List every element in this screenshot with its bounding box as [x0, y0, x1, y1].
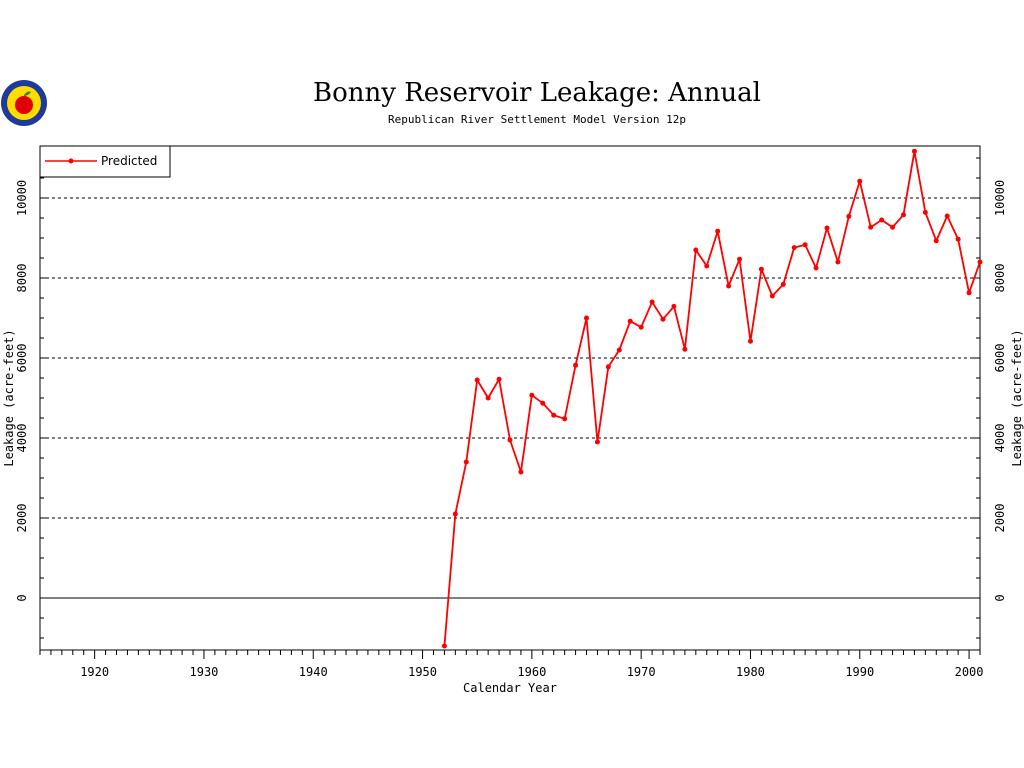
series-line — [443, 150, 981, 647]
x-tick-label: 1990 — [845, 665, 874, 679]
y-tick-label-right: 2000 — [993, 504, 1007, 533]
data-point — [780, 281, 786, 287]
data-point — [890, 224, 896, 230]
y-tick-label-left: 4000 — [15, 424, 29, 453]
series-predicted — [441, 148, 983, 649]
data-point — [835, 259, 841, 265]
data-point — [605, 364, 611, 370]
data-point — [507, 437, 513, 443]
data-point — [627, 318, 633, 324]
plot-frame — [39, 145, 981, 651]
data-point — [769, 293, 775, 299]
data-point — [682, 346, 688, 352]
data-point — [594, 439, 600, 445]
tick-labels: 1920 1930 1940 1950 1960 1970 1980 1990 2000 0 0 20… — [15, 180, 1007, 679]
legend: Predicted — [39, 145, 171, 178]
data-point — [551, 412, 557, 418]
data-point — [758, 266, 764, 272]
y-tick-label-right: 0 — [993, 594, 1007, 601]
data-point — [726, 283, 732, 289]
data-point — [813, 265, 819, 271]
data-point — [824, 225, 830, 231]
data-point — [485, 395, 491, 401]
y-axis-label-right: Leakage (acre-feet) — [1010, 329, 1024, 466]
data-point — [496, 376, 502, 382]
data-point — [540, 400, 546, 406]
legend-label-predicted: Predicted — [101, 154, 157, 168]
y-tick-label-left: 8000 — [15, 264, 29, 293]
data-point — [900, 212, 906, 218]
y-tick-label-left: 6000 — [15, 344, 29, 373]
data-point — [911, 148, 917, 154]
data-point — [649, 299, 655, 305]
data-point — [966, 290, 972, 296]
y-axis-label-left: Leakage (acre-feet) — [2, 329, 16, 466]
y-tick-label-right: 4000 — [993, 424, 1007, 453]
leaf-icon — [24, 91, 31, 96]
data-point — [616, 347, 622, 353]
data-point — [518, 469, 524, 475]
data-point — [584, 315, 590, 321]
data-point — [529, 392, 535, 398]
data-point — [441, 643, 447, 649]
data-point — [737, 256, 743, 262]
x-tick-label: 1960 — [517, 665, 546, 679]
y-tick-label-right: 6000 — [993, 344, 1007, 373]
chart-title: Bonny Reservoir Leakage: Annual — [313, 78, 761, 108]
data-point — [660, 316, 666, 322]
data-point — [955, 236, 961, 242]
x-tick-label: 1940 — [299, 665, 328, 679]
data-point — [933, 238, 939, 244]
y-tick-label-left: 0 — [15, 594, 29, 601]
data-point — [857, 178, 863, 184]
data-point — [802, 242, 808, 248]
x-axis-label: Calendar Year — [463, 681, 557, 695]
x-tick-label: 1980 — [736, 665, 765, 679]
apple-icon — [15, 96, 33, 114]
data-point — [944, 213, 950, 219]
x-tick-label: 1950 — [408, 665, 437, 679]
data-point — [868, 224, 874, 230]
y-tick-label-left: 10000 — [15, 180, 29, 216]
x-tick-label: 1970 — [627, 665, 656, 679]
data-point — [452, 511, 458, 517]
legend-marker — [68, 158, 74, 164]
data-point — [879, 217, 885, 223]
data-point — [562, 416, 568, 422]
y-tick-label-right: 10000 — [993, 180, 1007, 216]
data-point — [715, 228, 721, 234]
data-point — [693, 247, 699, 253]
data-point — [977, 259, 983, 265]
data-point — [791, 245, 797, 251]
data-point — [922, 209, 928, 215]
data-point — [846, 213, 852, 219]
y-tick-label-right: 8000 — [993, 264, 1007, 293]
data-point — [747, 338, 753, 344]
axis-ticks — [39, 157, 981, 659]
data-point — [671, 303, 677, 309]
x-tick-label: 2000 — [955, 665, 984, 679]
x-tick-label: 1930 — [190, 665, 219, 679]
data-point — [463, 459, 469, 465]
data-point — [474, 377, 480, 383]
data-point — [638, 324, 644, 330]
chart-subtitle: Republican River Settlement Model Versio… — [388, 113, 686, 126]
data-point — [704, 263, 710, 269]
logo-emblem — [1, 80, 47, 126]
data-point — [573, 362, 579, 368]
x-tick-label: 1920 — [80, 665, 109, 679]
y-tick-label-left: 2000 — [15, 504, 29, 533]
